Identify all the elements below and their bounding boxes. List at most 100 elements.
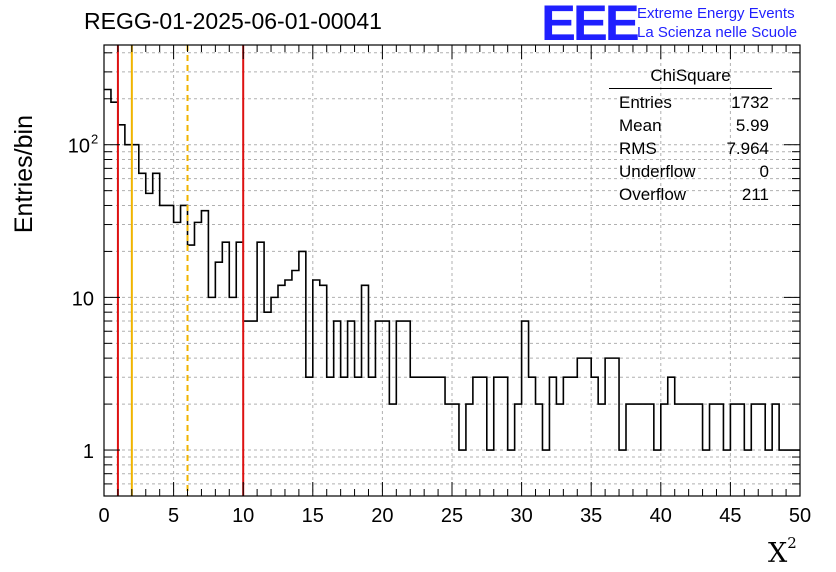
histogram-bin: [480, 377, 487, 496]
histogram-bin: [710, 404, 717, 496]
histogram-bin: [396, 321, 403, 496]
histogram-bin: [417, 377, 424, 496]
histogram-outline: [104, 88, 800, 451]
stats-title: ChiSquare: [650, 66, 731, 85]
histogram-bin: [570, 377, 577, 496]
logo-line-1: Extreme Energy Events: [637, 5, 795, 22]
x-tick-label: 20: [371, 505, 393, 527]
histogram-bin: [654, 450, 661, 496]
stat-row-underflow: Underflow 0: [619, 162, 769, 184]
histogram-bin: [675, 404, 682, 496]
histogram-bin: [139, 173, 146, 496]
histogram-bin: [536, 404, 543, 496]
histogram-bin: [306, 377, 313, 496]
histogram-bin: [188, 245, 195, 496]
histogram-bin: [222, 242, 229, 496]
stat-value: 5.99: [735, 116, 769, 135]
stat-key: Overflow: [619, 185, 687, 204]
histogram-bin: [549, 377, 556, 496]
histogram-bin: [696, 404, 703, 496]
histogram-bin: [160, 205, 167, 496]
histogram-bin: [661, 404, 668, 496]
histogram-bin: [445, 404, 452, 496]
histogram-bin: [605, 358, 612, 496]
x-tick-label: 25: [441, 505, 463, 527]
histogram-bin: [577, 358, 584, 496]
histogram-bin: [459, 450, 466, 496]
histogram-bin: [348, 321, 355, 496]
histogram-bin: [682, 404, 689, 496]
histogram-bin: [382, 321, 389, 496]
histogram-bin: [181, 205, 188, 496]
stat-value: 1732: [731, 93, 769, 112]
histogram-bin: [236, 242, 243, 496]
histogram-bin: [438, 377, 445, 496]
x-tick-label: 35: [580, 505, 602, 527]
histogram-bin: [153, 173, 160, 496]
stat-key: Underflow: [619, 162, 696, 181]
histogram-bin: [584, 358, 591, 496]
x-axis-label-superscript: 2: [787, 534, 797, 552]
histogram-bin: [278, 285, 285, 496]
histogram-bin: [375, 321, 382, 496]
histogram-bin: [633, 404, 640, 496]
stat-key: RMS: [619, 139, 657, 158]
histogram-bin: [473, 377, 480, 496]
histogram-layer: [104, 88, 800, 496]
histogram-bin: [626, 404, 633, 496]
histogram-bin: [730, 404, 737, 496]
histogram-bin: [320, 285, 327, 496]
histogram-bin: [285, 280, 292, 496]
histogram-bin: [271, 297, 278, 496]
stat-value: 211: [741, 185, 769, 204]
histogram-bin: [250, 321, 257, 496]
histogram-bin: [556, 404, 563, 496]
histogram-bin: [125, 145, 132, 496]
histogram-bin: [786, 450, 793, 496]
histogram-bin: [208, 297, 215, 496]
histogram-bin: [194, 222, 201, 496]
histogram-bin: [299, 251, 306, 496]
ticks-layer: [103, 45, 801, 497]
histogram-bin: [494, 377, 501, 496]
histogram-bin: [327, 377, 334, 496]
histogram-bin: [515, 404, 522, 496]
histogram-bin: [118, 125, 125, 496]
stat-key: Entries: [619, 93, 672, 112]
x-tick-label: 40: [650, 505, 672, 527]
y-tick-label-exponent: 2: [91, 132, 98, 147]
histogram-bin: [201, 211, 208, 496]
histogram-bin: [424, 377, 431, 496]
x-tick-label: 15: [302, 505, 324, 527]
histogram-bin: [111, 102, 118, 496]
histogram-bin: [389, 404, 396, 496]
x-tick-label: 0: [98, 505, 109, 527]
histogram-bin: [508, 450, 515, 496]
histogram-bin: [174, 222, 181, 496]
histogram-bin: [466, 404, 473, 496]
histogram-bin: [591, 377, 598, 496]
histogram-bin: [368, 377, 375, 496]
stat-key: Mean: [619, 116, 662, 135]
histogram-bin: [341, 377, 348, 496]
histogram-bin: [452, 404, 459, 496]
x-axis-label: X2: [768, 534, 797, 569]
histogram-bin: [215, 262, 222, 496]
histogram-bin: [362, 285, 369, 496]
histogram-bin: [431, 377, 438, 496]
y-tick-label: 10: [72, 288, 94, 310]
histogram-bin: [703, 450, 710, 496]
y-axis-label: Entries/bin: [10, 115, 38, 234]
histogram-bin: [229, 297, 236, 496]
histogram-bin: [751, 404, 758, 496]
histogram-bin: [146, 193, 153, 496]
histogram-bin: [501, 377, 508, 496]
histogram-bin: [243, 321, 250, 496]
histogram-bin: [640, 404, 647, 496]
histogram-bin: [689, 404, 696, 496]
stat-row-entries: Entries 1732: [619, 93, 769, 115]
histogram-bin: [104, 89, 111, 496]
x-tick-label: 50: [789, 505, 811, 527]
